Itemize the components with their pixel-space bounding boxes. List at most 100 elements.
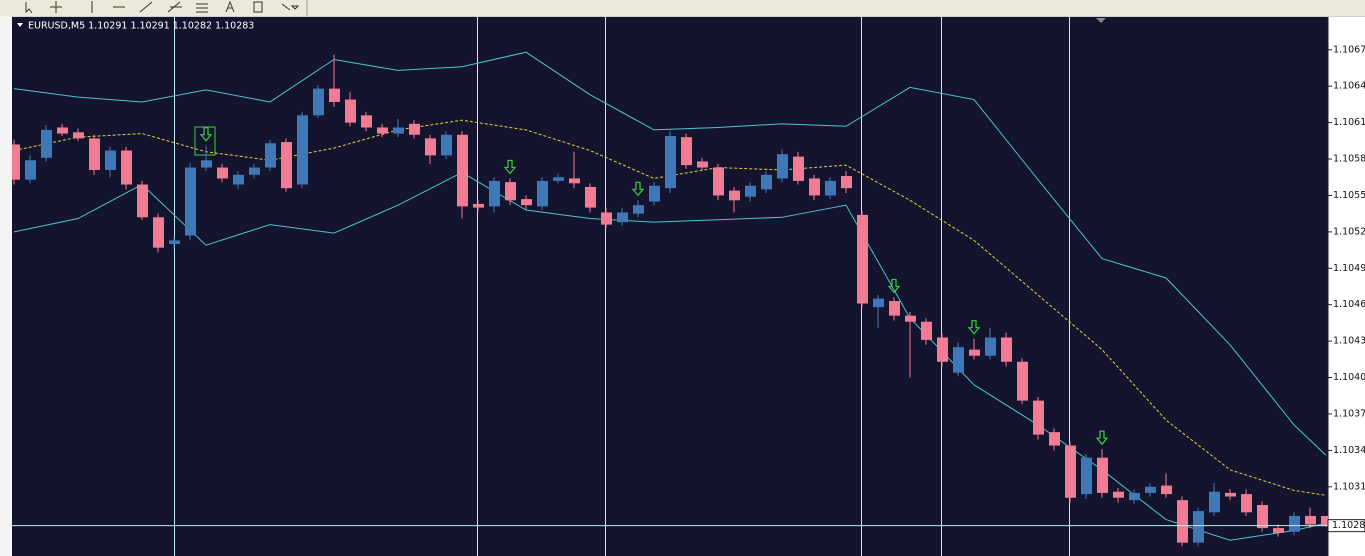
candle-body — [857, 214, 868, 304]
y-tick-label: 1.10375 — [1333, 408, 1365, 419]
plot-area — [12, 17, 1328, 556]
candle-body — [281, 142, 292, 189]
trendline-tool[interactable] — [139, 1, 153, 13]
y-tick-label: 1.10645 — [1333, 81, 1365, 92]
candle-body — [57, 127, 68, 134]
candle-body — [1065, 445, 1076, 498]
candle-body — [233, 174, 244, 185]
candle-body — [185, 167, 196, 236]
channel-tool[interactable] — [167, 1, 182, 13]
candle-body — [1033, 400, 1044, 435]
candle-body — [1305, 515, 1316, 525]
candle-body — [329, 88, 340, 102]
candle-body — [1081, 457, 1092, 495]
signal-arrow — [631, 181, 645, 197]
plot-layer — [12, 51, 1328, 547]
candle-body — [585, 186, 596, 208]
candle-body — [12, 144, 20, 180]
signal-arrow — [1095, 430, 1109, 446]
y-tick-label: 1.10525 — [1333, 226, 1365, 237]
candle-body — [425, 138, 436, 156]
candle-body — [745, 185, 756, 197]
y-tick-label: 1.10585 — [1333, 154, 1365, 165]
signal-arrow — [967, 320, 981, 335]
candle-body — [1321, 515, 1328, 526]
candle-body — [201, 160, 212, 168]
candle-body — [697, 161, 708, 168]
candle-body — [521, 199, 532, 206]
signal-arrow — [503, 159, 517, 175]
y-tick-label: 1.10315 — [1333, 481, 1365, 492]
candle-body — [249, 167, 260, 175]
candle-body — [121, 150, 132, 185]
cursor-tool[interactable] — [25, 2, 33, 14]
candle-body — [921, 321, 932, 340]
candle-body — [889, 301, 900, 316]
toolbar-icons — [25, 0, 300, 14]
candle-body — [713, 167, 724, 196]
arrow-tool[interactable] — [281, 3, 300, 11]
candle-body — [297, 115, 308, 185]
candle-body — [633, 205, 644, 214]
toolbar — [0, 0, 1365, 16]
last-price-label: 1.10283 — [1332, 520, 1365, 531]
candle-body — [1257, 505, 1268, 529]
candle-body — [1209, 491, 1220, 513]
candle-body — [377, 127, 388, 134]
indicator-line — [13, 119, 1327, 496]
price-axis — [1328, 17, 1365, 556]
y-tick-label: 1.10555 — [1333, 190, 1365, 201]
candle-body — [217, 167, 228, 179]
candle-body — [1017, 361, 1028, 401]
candle-body — [1001, 337, 1012, 362]
candle-body — [601, 212, 612, 225]
candle-body — [153, 217, 164, 248]
candle-body — [665, 135, 676, 189]
candle-body — [345, 99, 356, 123]
candle-body — [1129, 492, 1140, 501]
period-separators — [174, 17, 1070, 556]
candle-body — [1097, 457, 1108, 493]
fibo-tool[interactable] — [196, 3, 208, 13]
candle-body — [761, 174, 772, 190]
candle-body — [617, 212, 628, 223]
y-tick-label: 1.10675 — [1333, 44, 1365, 55]
candle-body — [873, 298, 884, 308]
candle-body — [169, 240, 180, 245]
candle-body — [105, 150, 116, 170]
candle-body — [137, 184, 148, 218]
symbol-menu[interactable] — [17, 23, 23, 27]
candle-body — [41, 129, 52, 158]
candle-body — [569, 178, 580, 184]
text-tool[interactable] — [225, 0, 235, 13]
candle-body — [905, 315, 916, 322]
candle-body — [89, 138, 100, 170]
candle-body — [1049, 432, 1060, 446]
y-tick-label: 1.10495 — [1333, 263, 1365, 274]
candle-body — [25, 160, 36, 180]
candle-body — [937, 337, 948, 362]
crosshair-tool[interactable] — [50, 1, 62, 13]
candle-body — [361, 115, 372, 128]
y-tick-label: 1.10345 — [1333, 445, 1365, 456]
left-margin — [0, 16, 12, 556]
label-tool[interactable] — [253, 1, 263, 13]
candle-body — [393, 127, 404, 134]
candle-body — [313, 88, 324, 116]
candle-body — [809, 178, 820, 196]
candle-body — [777, 154, 788, 179]
candle-body — [953, 347, 964, 373]
candle-body — [729, 190, 740, 201]
last-price-box — [1327, 519, 1365, 533]
indicator-line — [13, 51, 1327, 456]
candle-body — [1273, 528, 1284, 533]
candle-body — [985, 337, 996, 356]
candle-body — [1161, 485, 1172, 495]
y-tick-label: 1.10405 — [1333, 372, 1365, 383]
candle-body — [1177, 500, 1188, 543]
candle-body — [793, 156, 804, 181]
candle-body — [649, 185, 660, 202]
candle-body — [1225, 492, 1236, 497]
candle-body — [1289, 515, 1300, 532]
